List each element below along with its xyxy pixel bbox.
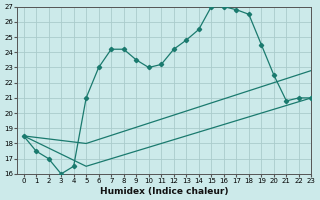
X-axis label: Humidex (Indice chaleur): Humidex (Indice chaleur) [100,187,228,196]
